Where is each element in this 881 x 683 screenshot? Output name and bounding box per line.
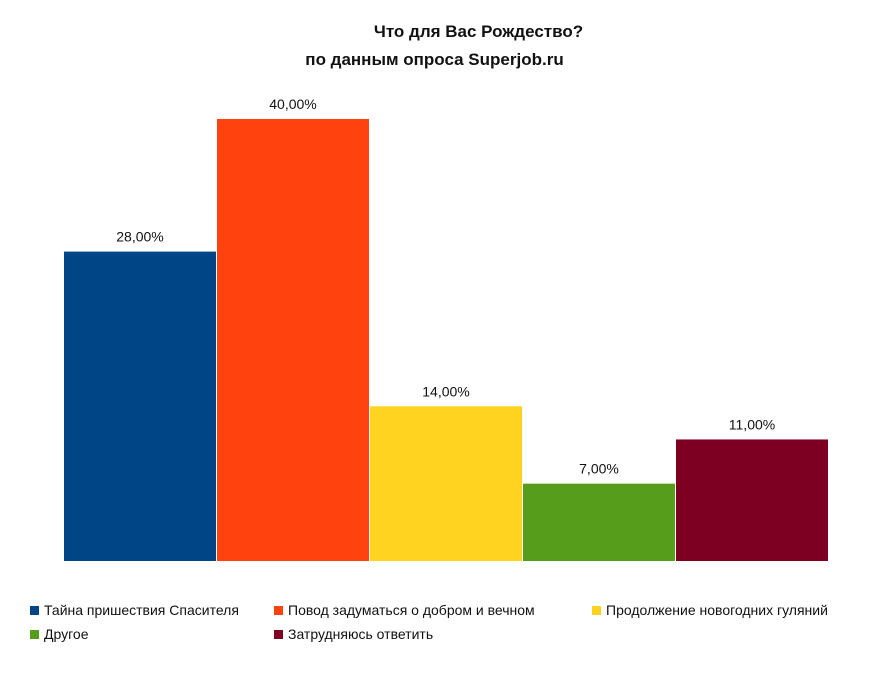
bar-3 [370, 406, 522, 561]
legend-item: Другое [30, 626, 88, 642]
bar-1 [64, 251, 216, 561]
legend-swatch-0 [30, 606, 39, 615]
legend-label: Продолжение новогодних гуляний [606, 602, 828, 618]
bar-5 [676, 439, 828, 561]
bar-2 [217, 119, 369, 561]
chart-title: Что для Вас Рождество? [373, 22, 584, 41]
bar-4 [523, 483, 675, 561]
legend-item: Повод задуматься о добром и вечном [274, 602, 535, 618]
legend-item: Тайна пришествия Спасителя [30, 602, 239, 618]
data-label-2: 40,00% [269, 96, 316, 112]
legend-label: Затрудняюсь ответить [288, 626, 434, 642]
legend-label: Тайна пришествия Спасителя [44, 602, 239, 618]
legend-swatch-3 [30, 630, 39, 639]
data-label-4: 7,00% [579, 461, 619, 477]
legend-row-2: Другое Затрудняюсь ответить [30, 626, 875, 650]
legend-swatch-2 [592, 606, 601, 615]
legend-label: Другое [44, 626, 89, 642]
chart-subtitle: по данным опроса Superjob.ru [305, 50, 564, 69]
legend-item: Затрудняюсь ответить [274, 626, 433, 642]
legend-item: Продолжение новогодних гуляний [592, 602, 828, 618]
data-label-1: 28,00% [116, 229, 163, 245]
legend-label: Повод задуматься о добром и вечном [288, 602, 535, 618]
data-label-3: 14,00% [422, 383, 469, 399]
legend-swatch-1 [274, 606, 283, 615]
legend: Тайна пришествия Спасителя Повод задумат… [30, 602, 875, 650]
legend-swatch-4 [274, 630, 283, 639]
legend-row-1: Тайна пришествия Спасителя Повод задумат… [30, 602, 875, 626]
data-label-5: 11,00% [729, 416, 775, 432]
